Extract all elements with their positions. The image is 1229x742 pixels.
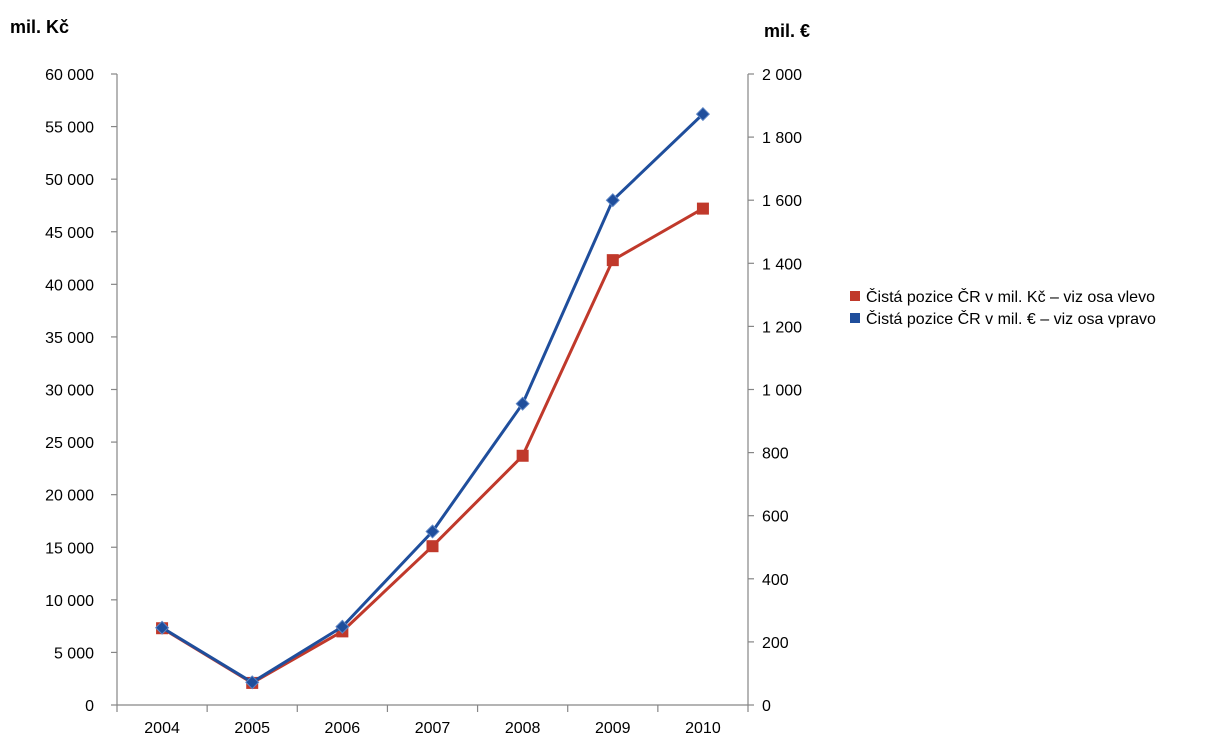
- right-axis-tick-label: 600: [762, 509, 789, 526]
- series-line-1: [161, 207, 704, 685]
- series-2-point: [695, 106, 710, 122]
- left-axis-tick-label: 0: [85, 698, 94, 715]
- right-axis-tick-label: 200: [762, 635, 789, 652]
- right-axis-tick-label: 1 800: [762, 130, 802, 147]
- right-axis-tick-label: 800: [762, 446, 789, 463]
- left-axis-unit: mil. Kč: [10, 17, 69, 37]
- series-line-2: [161, 112, 704, 684]
- right-axis-tick-label: 1 200: [762, 319, 802, 336]
- left-axis-tick-label: 60 000: [45, 67, 94, 84]
- right-axis-tick-label: 400: [762, 572, 789, 589]
- left-axis-tick-label: 40 000: [45, 277, 94, 294]
- right-axis-tick-label: 2 000: [762, 67, 802, 84]
- tick-labels: 0 5 000 10 000 15 000 20 000 25 000 30 000 35 0…: [45, 67, 802, 737]
- series-group: [155, 106, 710, 690]
- x-axis-tick-label: 2007: [415, 720, 451, 737]
- left-axis-tick-label: 15 000: [45, 540, 94, 557]
- left-axis-tick-label: 5 000: [54, 645, 94, 662]
- left-axis-tick-label: 55 000: [45, 120, 94, 137]
- left-axis-tick-label: 35 000: [45, 330, 94, 347]
- series-1-point: [516, 449, 529, 462]
- legend-label-2: Čistá pozice ČR v mil. € – viz osa vprav…: [866, 309, 1156, 328]
- right-axis-tick-label: 1 600: [762, 193, 802, 210]
- series-2-point: [515, 396, 530, 411]
- legend-swatch-1: [850, 291, 860, 301]
- series-2-point: [155, 620, 170, 635]
- right-axis-unit: mil. €: [764, 21, 810, 41]
- right-axis-tick-label: 1 000: [762, 383, 802, 400]
- left-axis-tick-label: 50 000: [45, 172, 94, 189]
- right-axis-tick-label: 1 400: [762, 256, 802, 273]
- series-1-point: [426, 540, 439, 553]
- legend-label-1: Čistá pozice ČR v mil. Kč – viz osa vlev…: [866, 287, 1155, 306]
- left-axis-tick-label: 25 000: [45, 435, 94, 452]
- left-axis-tick-label: 30 000: [45, 383, 94, 400]
- x-axis-tick-label: 2010: [685, 720, 721, 737]
- series-2-point: [335, 619, 350, 634]
- series-1-point: [606, 254, 619, 267]
- legend: Čistá pozice ČR v mil. Kč – viz osa vlev…: [850, 287, 1156, 328]
- x-axis-tick-label: 2005: [234, 720, 270, 737]
- axes: [111, 73, 754, 712]
- series-1-point: [696, 202, 709, 215]
- x-axis-tick-label: 2004: [144, 720, 180, 737]
- series-2-point: [425, 524, 440, 539]
- right-axis-tick-label: 0: [762, 698, 771, 715]
- x-axis-tick-label: 2008: [505, 720, 541, 737]
- series-2-point: [245, 675, 260, 690]
- series-2-point: [605, 193, 620, 208]
- legend-swatch-2: [850, 313, 860, 323]
- left-axis-tick-label: 20 000: [45, 488, 94, 505]
- left-axis-tick-label: 45 000: [45, 225, 94, 242]
- x-axis-tick-label: 2009: [595, 720, 631, 737]
- left-axis-tick-label: 10 000: [45, 593, 94, 610]
- x-axis-tick-label: 2006: [325, 720, 361, 737]
